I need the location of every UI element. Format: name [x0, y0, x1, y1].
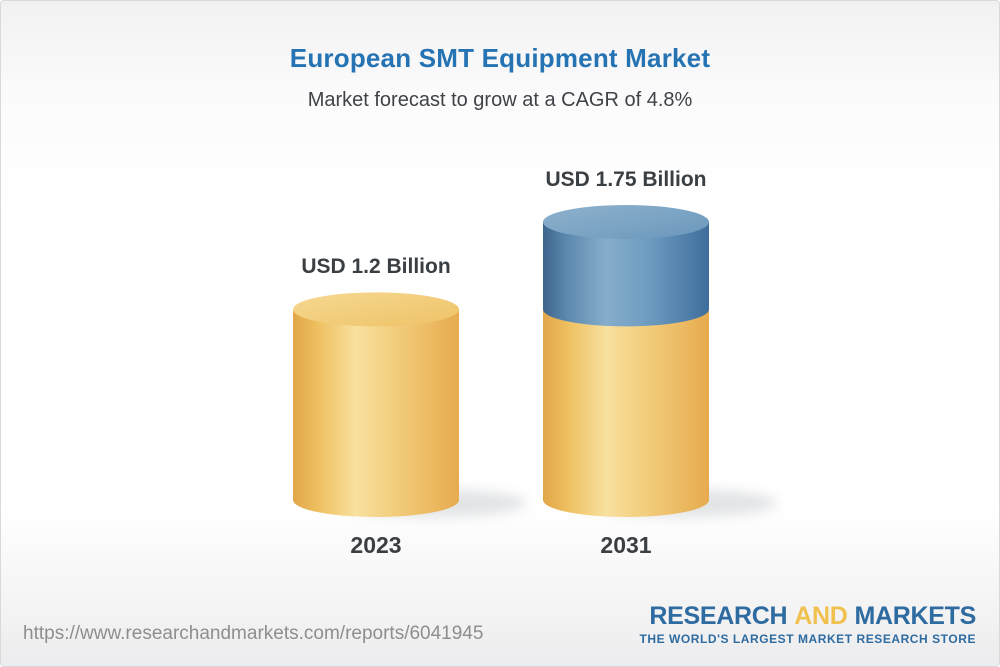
company-logo: RESEARCH AND MARKETS THE WORLD'S LARGEST…	[639, 602, 976, 646]
value-label-2031: USD 1.75 Billion	[545, 168, 707, 191]
value-label-2023: USD 1.2 Billion	[301, 255, 451, 279]
source-url-link[interactable]: https://www.researchandmarkets.com/repor…	[23, 623, 484, 644]
logo-word-markets: MARKETS	[854, 602, 976, 630]
chart-title: European SMT Equipment Market	[289, 43, 711, 73]
category-label-2031: 2031	[600, 532, 652, 558]
logo-word-and: AND	[794, 602, 848, 630]
logo-tagline: THE WORLD'S LARGEST MARKET RESEARCH STOR…	[639, 632, 976, 646]
category-label-2023: 2023	[350, 532, 402, 558]
logo-wordmark: RESEARCH AND MARKETS	[639, 602, 976, 630]
chart-subtitle: Market forecast to grow at a CAGR of 4.8…	[307, 89, 693, 111]
logo-word-research: RESEARCH	[649, 602, 788, 630]
